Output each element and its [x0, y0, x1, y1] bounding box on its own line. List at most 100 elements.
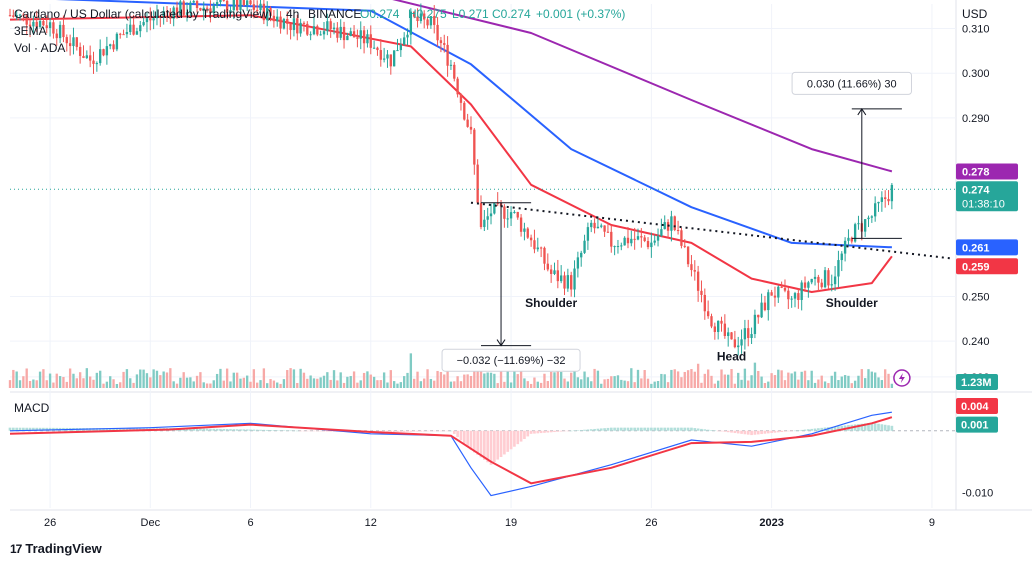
legend-volume[interactable]: Vol · ADA	[14, 41, 65, 55]
macd-histogram-bar	[265, 429, 269, 431]
macd-histogram-bar	[736, 430, 740, 434]
legend-symbol[interactable]: Cardano / US Dollar (calculated by Tradi…	[14, 7, 272, 21]
candle-body	[439, 40, 443, 44]
candle-body	[803, 282, 807, 288]
macd-histogram-bar	[693, 428, 697, 431]
volume-bar	[847, 375, 850, 388]
volume-bar	[22, 376, 25, 388]
price-axis-currency: USD	[962, 7, 988, 21]
candle-body	[880, 197, 884, 202]
macd-histogram-bar	[329, 430, 333, 432]
candle-body	[165, 10, 169, 13]
volume-bar	[473, 355, 476, 388]
volume-bar	[326, 372, 329, 388]
macd-histogram-bar	[305, 430, 309, 432]
macd-histogram-bar	[416, 430, 419, 432]
candle-body	[342, 26, 346, 41]
candle-body	[362, 30, 366, 44]
candle-body	[152, 18, 155, 21]
macd-histogram-bar	[436, 430, 439, 432]
volume-bar	[543, 373, 546, 388]
macd-histogram-bar	[38, 427, 42, 431]
candle-body	[489, 213, 493, 217]
volume-bar	[546, 381, 549, 388]
volume-bar	[222, 380, 225, 388]
candle-body	[476, 164, 479, 203]
macd-histogram-bar	[199, 428, 202, 431]
candle-body	[202, 7, 205, 11]
candle-body	[777, 286, 780, 298]
volume-bar	[633, 382, 636, 388]
time-tick-label: 26	[645, 517, 657, 529]
legend-interval[interactable]: 4h	[286, 7, 299, 21]
volume-bar	[663, 374, 666, 388]
volume-bar	[382, 372, 386, 388]
candle-body	[646, 241, 650, 248]
candle-body	[142, 22, 145, 26]
candle-body	[122, 34, 125, 36]
volume-bar	[155, 370, 159, 388]
volume-bar	[549, 371, 553, 388]
volume-bar	[256, 382, 259, 388]
candle-body	[32, 21, 35, 27]
macd-histogram-bar	[513, 430, 516, 447]
volume-bar	[706, 369, 710, 388]
candle-body	[553, 270, 556, 274]
volume-bar	[867, 369, 870, 388]
candle-body	[282, 18, 286, 29]
candle-body	[38, 21, 42, 28]
volume-bar	[266, 383, 269, 388]
volume-bar	[810, 370, 813, 388]
candle-body	[616, 246, 620, 248]
candle-body	[356, 37, 359, 39]
candle-body	[125, 32, 129, 35]
candle-body	[783, 287, 787, 291]
macd-histogram-bar	[272, 430, 276, 431]
candle-body	[820, 282, 823, 288]
volume-bar	[95, 372, 99, 388]
candle-body	[279, 16, 282, 29]
volume-bar	[884, 369, 887, 388]
tradingview-branding[interactable]: 17 TradingView	[10, 541, 102, 556]
candle-body	[149, 18, 152, 21]
macd-histogram-bar	[820, 427, 824, 431]
volume-bar	[757, 370, 760, 388]
volume-bar	[710, 375, 713, 388]
macd-histogram-bar	[519, 430, 523, 442]
candle-body	[406, 34, 409, 38]
neckline	[470, 201, 953, 260]
pattern-label-shoulder: Shoulder	[525, 296, 577, 310]
macd-histogram-bar	[432, 430, 436, 432]
macd-histogram-bar	[462, 430, 466, 444]
volume-bar	[737, 372, 740, 388]
candle-body	[583, 240, 586, 253]
volume-bar	[392, 381, 396, 388]
macd-histogram-bar	[219, 428, 222, 431]
volume-bar	[135, 374, 139, 388]
macd-histogram-bar	[386, 430, 389, 433]
macd-histogram-bar	[686, 427, 690, 431]
volume-bar	[165, 372, 169, 388]
candle-body	[162, 10, 165, 17]
macd-histogram-bar	[873, 423, 877, 431]
candle-body	[810, 278, 813, 283]
candle-body	[135, 31, 139, 35]
candle-body	[175, 7, 179, 16]
volume-bar	[743, 368, 747, 388]
volume-bar	[302, 372, 306, 388]
candle-body	[653, 240, 656, 243]
candle-body	[222, 0, 225, 1]
macd-histogram-bar	[807, 429, 810, 431]
volume-bar	[329, 379, 332, 388]
legend-study[interactable]: 3EMA	[14, 24, 47, 38]
candle-body	[737, 345, 740, 348]
macd-histogram-bar	[576, 430, 580, 431]
legend-open: O0.274	[360, 7, 400, 21]
volume-bar	[8, 380, 12, 388]
candle-body	[309, 34, 312, 36]
macd-histogram-bar	[275, 430, 279, 431]
volume-bar	[623, 380, 626, 388]
macd-histogram-bar	[579, 429, 583, 431]
macd-histogram-bar	[703, 429, 707, 431]
volume-bar	[75, 378, 78, 388]
